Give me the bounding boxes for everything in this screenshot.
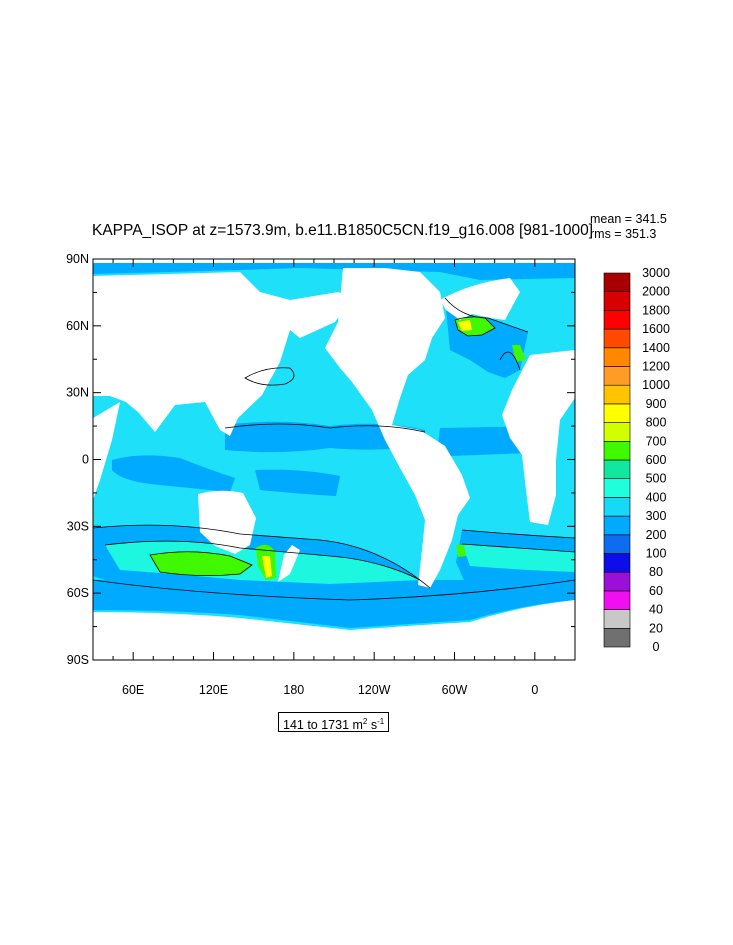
y-tick-label: 60N: [66, 319, 89, 333]
colorbar-label: 1000: [642, 378, 670, 392]
colorbar: 0 20 40 60 80 100 200 300 400 500 600 700 800 900 1000…: [603, 266, 670, 654]
colorbar-label: 700: [646, 434, 667, 448]
x-tick-label: 180: [283, 683, 304, 697]
colorbar-label: 1600: [642, 322, 670, 336]
colorbar-label: 100: [646, 547, 667, 561]
axis-ticks: [92, 258, 576, 661]
rms-stat: rms = 351.3: [590, 227, 657, 241]
colorbar-swatch: [603, 272, 631, 293]
value-range-label: 141 to 1731 m2 s-1: [278, 712, 390, 733]
colorbar-label: 1800: [642, 303, 670, 317]
y-tick-label: 30S: [67, 519, 89, 533]
colorbar-label: 300: [646, 509, 667, 523]
range-unit-sup-1: 2: [362, 717, 368, 726]
y-tick-label: 0: [82, 453, 89, 467]
range-text: 141 to 1731 m: [283, 718, 363, 733]
map-panel: [93, 259, 575, 660]
x-tick-label: 120W: [358, 683, 391, 697]
range-unit-mid: s: [367, 718, 378, 733]
colorbar-label: 900: [646, 397, 667, 411]
colorbar-swatch: [603, 459, 631, 480]
colorbar-swatch: [603, 571, 631, 592]
colorbar-swatch: [603, 347, 631, 367]
colorbar-swatch: [603, 440, 631, 461]
colorbar-swatch: [603, 422, 631, 442]
y-tick-label: 30N: [66, 386, 89, 400]
colorbar-swatch: [603, 291, 631, 311]
colorbar-label: 1200: [642, 360, 670, 374]
colorbar-swatch: [603, 590, 631, 610]
colorbar-label: 20: [649, 621, 663, 635]
x-tick-label: 0: [531, 683, 538, 697]
colorbar-swatch: [603, 366, 631, 386]
colorbar-swatch: [603, 310, 631, 330]
x-tick-label: 60W: [442, 683, 468, 697]
colorbar-label: 400: [646, 490, 667, 504]
x-tick-label: 120E: [199, 683, 228, 697]
colorbar-label: 2000: [642, 285, 670, 299]
y-tick-label: 60S: [67, 586, 89, 600]
axis-tick-labels: 90N 60N 30N 0 30S 60S 90S 60E 120E 180 120W 60W 0: [66, 252, 538, 697]
colorbar-label: 80: [649, 565, 663, 579]
range-unit-sup-2: -1: [377, 717, 385, 726]
y-tick-label: 90S: [67, 653, 89, 667]
colorbar-label: 800: [646, 416, 667, 430]
colorbar-label: 60: [649, 584, 663, 598]
colorbar-label: 3000: [642, 266, 670, 280]
colorbar-label: 200: [646, 528, 667, 542]
contour-fill-hotspots: [150, 316, 526, 580]
colorbar-label: 1400: [642, 341, 670, 355]
y-tick-label: 90N: [66, 252, 89, 266]
plot-title: KAPPA_ISOP at z=1573.9m, b.e11.B1850C5CN…: [92, 222, 594, 239]
colorbar-swatch: [603, 478, 631, 498]
colorbar-swatch: [603, 609, 631, 629]
colorbar-swatch: [603, 515, 631, 536]
colorbar-label: 40: [649, 603, 663, 617]
colorbar-label: 0: [653, 640, 660, 654]
colorbar-swatch: [603, 403, 631, 423]
mean-stat: mean = 341.5: [590, 212, 667, 226]
colorbar-label: 500: [646, 472, 667, 486]
x-tick-label: 60E: [122, 683, 144, 697]
colorbar-swatch: [603, 627, 631, 648]
colorbar-swatch: [603, 534, 631, 554]
colorbar-swatch: [603, 328, 631, 349]
colorbar-label: 600: [646, 453, 667, 467]
colorbar-swatch: [603, 384, 631, 405]
colorbar-swatch: [603, 553, 631, 573]
contour-lines: [93, 297, 575, 601]
colorbar-swatch: [603, 497, 631, 517]
